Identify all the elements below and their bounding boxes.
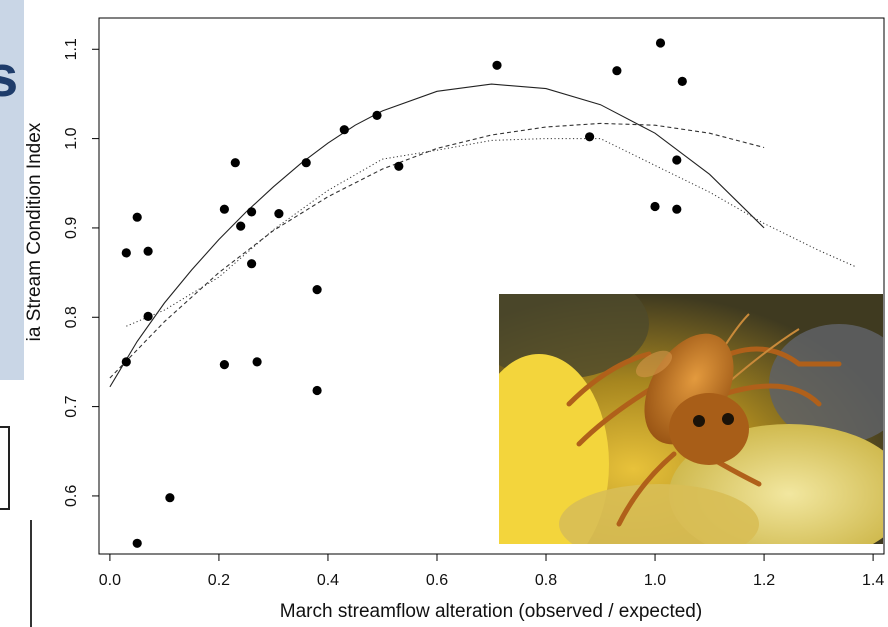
slide-background-band	[0, 0, 24, 380]
data-point	[492, 60, 502, 70]
y-tick-label: 0.7	[63, 395, 80, 417]
fitted-curves	[109, 83, 857, 388]
y-axis: 0.6 0.7 0.8 0.9 1.0 1.1	[63, 38, 99, 507]
data-point	[143, 246, 153, 256]
data-point	[121, 357, 131, 367]
x-tick-label: 0.8	[535, 572, 557, 589]
data-point	[312, 385, 322, 396]
x-axis: 0.0 0.2 0.4 0.6 0.8 1.0 1.2 1.4	[99, 554, 884, 589]
y-tick-label: 1.1	[63, 38, 80, 60]
plot-frame	[98, 17, 885, 555]
x-axis-label: March streamflow alteration (observed / …	[280, 601, 702, 622]
fit-curve-dashed	[109, 122, 765, 379]
data-point	[247, 207, 257, 217]
data-points	[121, 38, 687, 548]
y-tick-label: 0.6	[63, 485, 80, 507]
x-tick-label: 0.0	[99, 572, 121, 589]
fit-curve-solid	[109, 83, 765, 388]
y-axis-label: ia Stream Condition Index	[24, 122, 45, 341]
data-point	[372, 110, 382, 120]
data-point	[143, 311, 153, 321]
slide-divider-line	[30, 520, 32, 627]
y-tick-label: 0.8	[63, 306, 80, 328]
x-tick-label: 1.4	[862, 572, 884, 589]
data-point	[339, 125, 349, 135]
data-point	[230, 158, 240, 168]
data-point	[274, 209, 284, 219]
slide-title-fragment: s	[0, 44, 19, 109]
x-tick-label: 1.2	[753, 572, 775, 589]
x-tick-label: 0.2	[208, 572, 230, 589]
data-point	[312, 285, 322, 295]
stonefly-nymph-photo	[499, 294, 883, 544]
data-point	[121, 248, 131, 258]
data-point	[650, 201, 660, 212]
data-point	[672, 155, 682, 165]
data-point	[236, 221, 246, 231]
data-point	[585, 132, 595, 142]
x-tick-label: 0.6	[426, 572, 448, 589]
data-point	[655, 38, 666, 48]
insect-photo-illustration	[499, 294, 883, 544]
x-tick-label: 1.0	[644, 572, 666, 589]
data-point	[219, 360, 229, 370]
data-point	[165, 493, 175, 503]
data-point	[132, 538, 142, 548]
data-point	[247, 259, 257, 269]
data-point	[132, 212, 142, 222]
y-tick-label: 0.9	[63, 217, 80, 239]
data-point	[219, 204, 229, 214]
data-point	[301, 158, 311, 168]
data-point	[612, 66, 622, 76]
x-tick-label: 0.4	[317, 572, 339, 589]
slide-box-fragment	[0, 426, 10, 510]
data-point	[672, 204, 682, 214]
data-point	[677, 76, 687, 86]
data-point	[252, 357, 262, 367]
data-point	[394, 161, 404, 171]
y-tick-label: 1.0	[63, 127, 80, 149]
